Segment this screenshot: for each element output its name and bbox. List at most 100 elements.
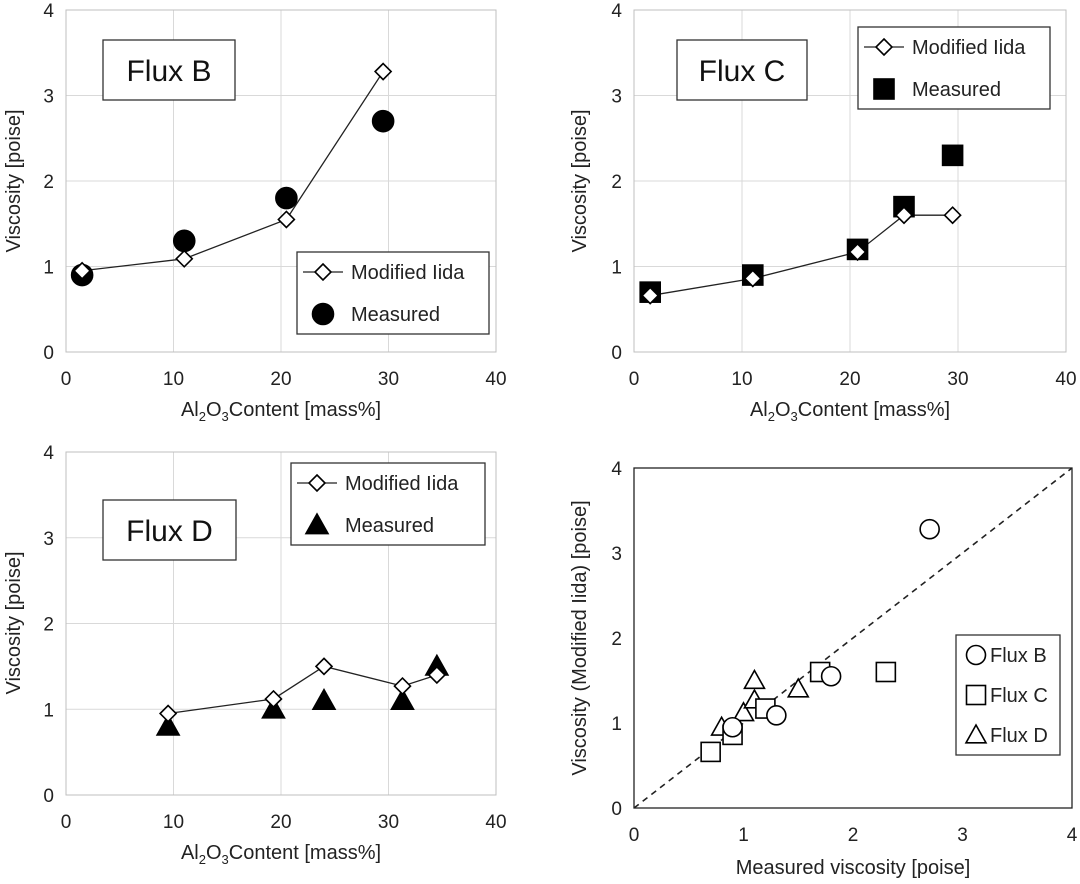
x-tick-label: 30 bbox=[378, 812, 399, 833]
data-point-modified-iida bbox=[175, 249, 194, 268]
data-point-flux-d bbox=[786, 677, 810, 698]
plot-frame bbox=[633, 9, 1067, 353]
legend-marker bbox=[965, 644, 987, 666]
chart-flux_b: 0 10 20 30 40 0 1 2 3 4 Flux B Modified Iida Measure… bbox=[3, 1, 507, 424]
data-point-flux-b bbox=[919, 518, 940, 540]
data-point-modified-iida bbox=[743, 269, 762, 288]
y-axis-label: Viscosity [poise] bbox=[569, 109, 591, 252]
chart-parity: 0 1 2 3 4 0 1 2 3 4 Flux B Flux C Flux D Viscosity (M… bbox=[569, 459, 1078, 879]
legend-label: Measured bbox=[912, 79, 1001, 101]
subscript: 2 bbox=[768, 409, 775, 424]
data-point-modified-iida bbox=[264, 689, 283, 709]
y-tick-label: 0 bbox=[43, 343, 54, 364]
data-point-measured bbox=[311, 688, 337, 711]
x-tick-label: 20 bbox=[839, 369, 860, 390]
plot-frame bbox=[65, 451, 497, 796]
plot-frame bbox=[65, 9, 497, 353]
data-point-measured bbox=[155, 713, 181, 736]
label-part: Al bbox=[750, 399, 768, 421]
data-point-modified-iida bbox=[641, 286, 660, 305]
x-axis-label: Al2O3Content [mass%] bbox=[181, 842, 381, 867]
data-point-measured bbox=[371, 109, 395, 133]
data-point-measured bbox=[941, 144, 964, 167]
x-tick-label: 10 bbox=[163, 812, 184, 833]
x-tick-label: 30 bbox=[947, 369, 968, 390]
legend-box bbox=[290, 462, 486, 546]
x-tick-label: 20 bbox=[270, 369, 291, 390]
y-axis-label: Viscosity [poise] bbox=[3, 109, 25, 252]
y-tick-label: 1 bbox=[611, 714, 622, 735]
label-part: O bbox=[775, 399, 791, 421]
y-tick-label: 3 bbox=[611, 544, 622, 565]
data-point-flux-c bbox=[700, 741, 721, 763]
data-point-modified-iida bbox=[943, 206, 962, 225]
chart-title-box bbox=[102, 39, 236, 101]
data-point-modified-iida bbox=[373, 62, 393, 81]
x-tick-label: 20 bbox=[270, 812, 291, 833]
y-tick-label: 4 bbox=[611, 1, 622, 22]
legend-marker bbox=[307, 473, 327, 493]
data-point-flux-b bbox=[722, 716, 743, 738]
label-part: O bbox=[206, 842, 222, 864]
y-tick-label: 3 bbox=[43, 529, 54, 550]
data-point-modified-iida bbox=[277, 210, 296, 229]
x-axis-label: Measured viscosity [poise] bbox=[736, 857, 971, 879]
data-point-modified-iida bbox=[314, 657, 334, 676]
y-tick-label: 0 bbox=[43, 786, 54, 807]
y-tick-label: 4 bbox=[611, 459, 622, 480]
x-tick-label: 40 bbox=[485, 812, 506, 833]
legend-label: Modified Iida bbox=[912, 37, 1026, 59]
data-point-flux-b bbox=[766, 705, 787, 726]
x-tick-label: 4 bbox=[1067, 825, 1078, 846]
legend-label: Measured bbox=[345, 515, 434, 537]
x-tick-label: 10 bbox=[163, 369, 184, 390]
chart-title: Flux C bbox=[699, 55, 786, 88]
x-tick-label: 2 bbox=[848, 825, 859, 846]
data-point-flux-d bbox=[743, 668, 766, 690]
x-tick-label: 0 bbox=[61, 812, 72, 833]
legend-label: Flux D bbox=[990, 725, 1048, 747]
y-tick-label: 4 bbox=[43, 443, 54, 464]
x-axis-label: Al2O3Content [mass%] bbox=[750, 399, 950, 424]
chart-title: Flux B bbox=[126, 55, 211, 88]
data-point-modified-iida bbox=[158, 704, 178, 723]
x-tick-label: 3 bbox=[957, 825, 968, 846]
x-tick-label: 40 bbox=[485, 369, 506, 390]
legend-marker bbox=[873, 78, 895, 100]
y-tick-label: 0 bbox=[611, 343, 622, 364]
x-tick-label: 10 bbox=[731, 369, 752, 390]
series-line-modified-iida bbox=[650, 214, 953, 297]
chart-title-box bbox=[102, 499, 237, 561]
legend-marker bbox=[311, 302, 335, 326]
data-point-modified-iida bbox=[848, 242, 867, 262]
y-tick-label: 0 bbox=[611, 799, 622, 820]
label-part: Content [mass%] bbox=[229, 842, 381, 864]
subscript: 2 bbox=[199, 409, 206, 424]
subscript: 3 bbox=[222, 409, 229, 424]
x-tick-label: 30 bbox=[378, 369, 399, 390]
data-point-flux-c bbox=[875, 661, 897, 683]
data-point-flux-d bbox=[732, 701, 755, 722]
y-tick-label: 2 bbox=[611, 172, 622, 193]
subscript: 3 bbox=[222, 852, 229, 867]
legend-marker bbox=[874, 37, 894, 57]
data-point-modified-iida bbox=[393, 676, 412, 696]
legend-marker bbox=[313, 262, 333, 282]
y-axis-label: Viscosity (Modified Iida) [poise] bbox=[569, 500, 591, 775]
data-point-modified-iida bbox=[72, 261, 92, 280]
chart-flux_c: 0 10 20 30 40 0 1 2 3 4 Flux C Modified Iida Measure… bbox=[569, 1, 1077, 424]
label-part: Content [mass%] bbox=[229, 399, 381, 421]
legend-label: Flux B bbox=[990, 645, 1047, 667]
data-point-modified-iida bbox=[894, 206, 914, 225]
legend-label: Measured bbox=[351, 304, 440, 326]
x-tick-label: 0 bbox=[629, 825, 640, 846]
subscript: 3 bbox=[791, 409, 798, 424]
y-axis-label: Viscosity [poise] bbox=[3, 551, 25, 694]
x-tick-label: 0 bbox=[61, 369, 72, 390]
legend-label: Modified Iida bbox=[351, 262, 465, 284]
label-part: O bbox=[206, 399, 222, 421]
y-tick-label: 2 bbox=[43, 172, 54, 193]
chart-title-box bbox=[676, 39, 808, 101]
chart-title: Flux D bbox=[126, 515, 213, 548]
